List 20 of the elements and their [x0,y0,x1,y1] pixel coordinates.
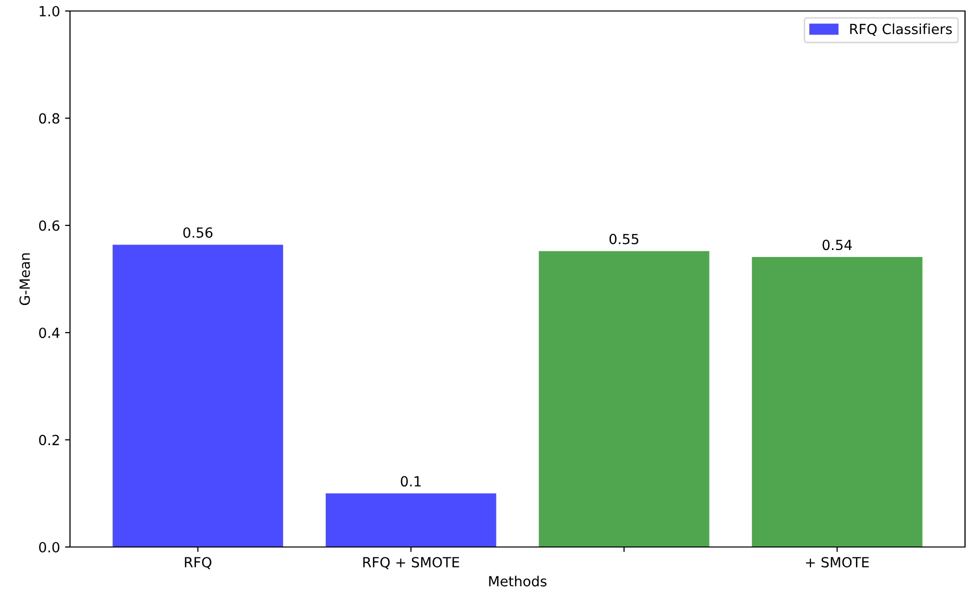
y-axis-title: G-Mean [19,253,30,306]
data-label: 0.56 [183,227,212,238]
x-axis-title: Methods [489,576,546,586]
bar [538,251,710,547]
data-label: 0.54 [822,240,852,250]
y-tick-label: 0.2 [39,434,59,446]
bar [752,257,922,547]
bar [112,244,284,547]
data-label: 0.55 [610,234,638,244]
y-tick-label: 0.8 [39,113,60,124]
data-label: 0.1 [400,476,421,487]
x-tick-label: RFQ [184,556,212,570]
y-tick-label: 1.0 [40,6,60,16]
x-tick-label: RFQ + SMOTE [363,556,460,570]
bar [326,493,496,547]
x-tick-label: + SMOTE [806,556,869,568]
y-tick-label: 0.4 [39,328,60,338]
legend-label: RFQ Classifiers [850,24,952,36]
y-tick-label: 0.6 [39,220,60,231]
y-tick-label: 0.0 [39,542,60,552]
